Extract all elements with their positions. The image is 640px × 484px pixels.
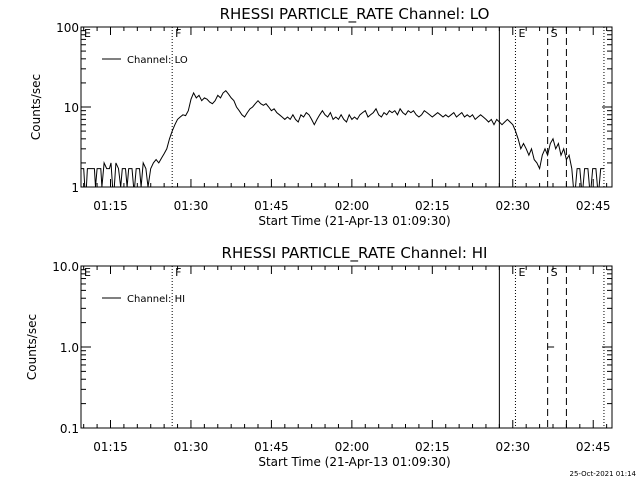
lo-channel-panel: RHESSI PARTICLE_RATE Channel: LO Counts/s…: [29, 5, 613, 228]
x-tick-label: 02:00: [335, 440, 370, 454]
y-tick-label: 100: [56, 21, 79, 35]
y-tick-label: 10.0: [52, 260, 79, 274]
event-marker-label: E: [518, 266, 525, 279]
event-marker-label: S: [551, 266, 558, 279]
x-tick-label: 01:45: [254, 440, 289, 454]
event-marker-label: S: [551, 27, 558, 40]
y-axis-label: Counts/sec: [29, 74, 43, 140]
event-marker-label: E: [84, 266, 91, 279]
hi-channel-panel: RHESSI PARTICLE_RATE Channel: HI Counts/s…: [25, 244, 613, 469]
x-tick-label: 02:30: [495, 199, 530, 213]
y-tick-label: 1: [71, 181, 79, 195]
x-tick-label: 02:30: [495, 440, 530, 454]
series-line: [81, 89, 604, 188]
chart-title: RHESSI PARTICLE_RATE Channel: HI: [222, 244, 488, 263]
event-marker-label: E: [84, 27, 91, 40]
x-tick-label: 02:15: [415, 199, 450, 213]
x-tick-label: 01:15: [93, 440, 128, 454]
plot-frame: [80, 265, 613, 429]
y-tick-label: 0.1: [60, 422, 79, 436]
x-axis-label: Start Time (21-Apr-13 01:09:30): [258, 455, 450, 469]
x-tick-label: 02:15: [415, 440, 450, 454]
event-marker-label: F: [175, 27, 181, 40]
plot-frame: [80, 26, 613, 188]
x-tick-label: 02:45: [576, 440, 611, 454]
event-marker-label: F: [175, 266, 181, 279]
x-tick-label: 01:30: [174, 440, 209, 454]
x-tick-label: 02:00: [335, 199, 370, 213]
x-tick-label: 02:45: [576, 199, 611, 213]
y-tick-label: 10: [64, 101, 79, 115]
x-tick-label: 01:15: [93, 199, 128, 213]
legend-label: Channel: LO: [127, 55, 188, 66]
y-axis-label: Counts/sec: [25, 314, 39, 380]
x-axis-label: Start Time (21-Apr-13 01:09:30): [258, 214, 450, 228]
x-tick-label: 01:45: [254, 199, 289, 213]
plot-timestamp: 25-Oct-2021 01:14: [570, 470, 637, 478]
event-marker-label: E: [518, 27, 525, 40]
chart-title: RHESSI PARTICLE_RATE Channel: LO: [220, 5, 490, 24]
x-tick-label: 01:30: [174, 199, 209, 213]
legend-label: Channel: HI: [127, 294, 185, 305]
y-tick-label: 1.0: [60, 341, 79, 355]
